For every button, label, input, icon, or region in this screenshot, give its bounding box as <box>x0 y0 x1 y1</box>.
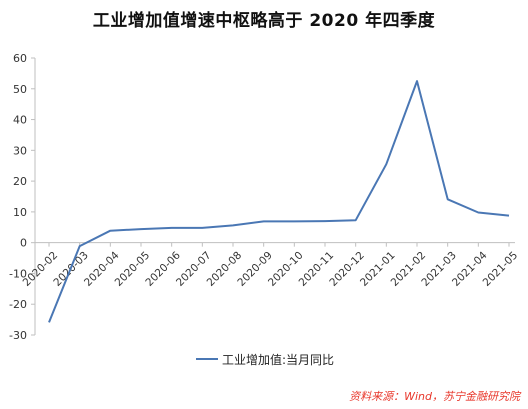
y-axis-ticks: -30 -20 -10 0 10 20 30 40 50 60 <box>9 52 35 342</box>
y-tick-label: 0 <box>20 237 27 250</box>
y-tick-label: 20 <box>13 175 27 188</box>
y-tick-label: -20 <box>9 298 27 311</box>
y-tick-label: -30 <box>9 329 27 342</box>
series-line <box>48 80 510 323</box>
y-tick-label: 60 <box>13 52 27 65</box>
y-tick-label: -10 <box>9 267 27 280</box>
chart-title: 工业增加值增速中枢略高于 2020 年四季度 <box>92 11 436 31</box>
y-tick-label: 30 <box>13 144 27 157</box>
legend: 工业增加值:当月同比 <box>196 351 334 367</box>
series-layer <box>48 80 510 323</box>
y-tick-label: 50 <box>13 83 27 96</box>
x-axis-ticks: 2020-022020-032020-042020-052020-062020-… <box>21 242 520 289</box>
source-note: 资料来源：Wind，苏宁金融研究院 <box>349 390 520 403</box>
y-tick-label: 40 <box>13 114 27 127</box>
legend-label: 工业增加值:当月同比 <box>222 352 335 367</box>
y-tick-label: 10 <box>13 206 27 219</box>
legend-swatch <box>196 358 218 360</box>
